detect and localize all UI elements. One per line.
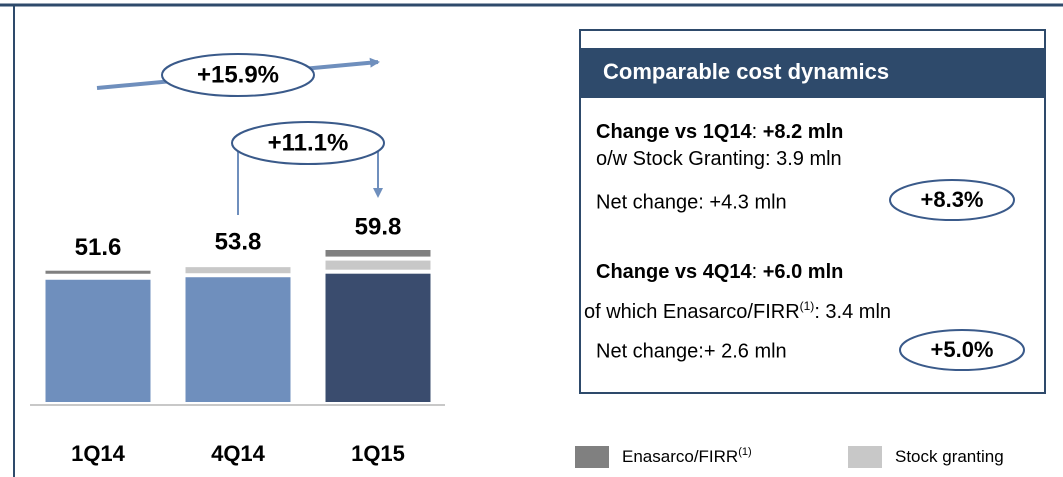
bar-segment xyxy=(325,250,431,257)
total-label: 59.8 xyxy=(355,213,402,240)
panel-line: Change vs 4Q14: +6.0 mln xyxy=(596,261,843,283)
bar-segment xyxy=(45,279,151,402)
annotation: +15.9% xyxy=(197,61,279,88)
panel-title: Comparable cost dynamics xyxy=(603,59,889,84)
total-label: 53.8 xyxy=(215,228,262,255)
badge-ellipse xyxy=(889,179,1015,221)
bar-segment xyxy=(185,277,291,402)
legend-swatch xyxy=(848,446,882,468)
bar-segment xyxy=(325,260,431,270)
badge: +8.3% xyxy=(921,187,984,212)
x-tick-label: 1Q15 xyxy=(351,441,405,466)
bar-segment xyxy=(325,273,431,402)
panel-line: o/w Stock Granting: 3.9 mln xyxy=(596,148,842,170)
badge: +5.0% xyxy=(931,337,994,362)
legend-label: Stock granting xyxy=(895,447,1004,466)
bar-segment xyxy=(185,267,291,274)
annotation: +11.1% xyxy=(268,129,349,156)
badge-ellipse xyxy=(899,329,1025,371)
annotation-ellipse xyxy=(161,53,315,97)
x-tick-label: 1Q14 xyxy=(71,441,126,466)
legend-swatch xyxy=(575,446,609,468)
bar-segment xyxy=(45,270,151,274)
panel-header xyxy=(581,48,1044,98)
legend-label: Enasarco/FIRR(1) xyxy=(622,446,752,467)
panel-line: of which Enasarco/FIRR(1): 3.4 mln xyxy=(584,299,891,323)
annotation-ellipse xyxy=(231,121,385,165)
x-tick-label: 4Q14 xyxy=(211,441,266,466)
bars: 51.6 1Q14 53.8 4Q14 59.8 1Q15 xyxy=(45,213,431,466)
panel-line: Net change:+ 2.6 mln xyxy=(596,340,787,362)
panel-line: Change vs 1Q14: +8.2 mln xyxy=(596,121,843,143)
legend: Enasarco/FIRR(1) Stock granting xyxy=(575,446,1004,468)
total-label: 51.6 xyxy=(75,234,122,261)
panel-line: Net change: +4.3 mln xyxy=(596,191,787,213)
